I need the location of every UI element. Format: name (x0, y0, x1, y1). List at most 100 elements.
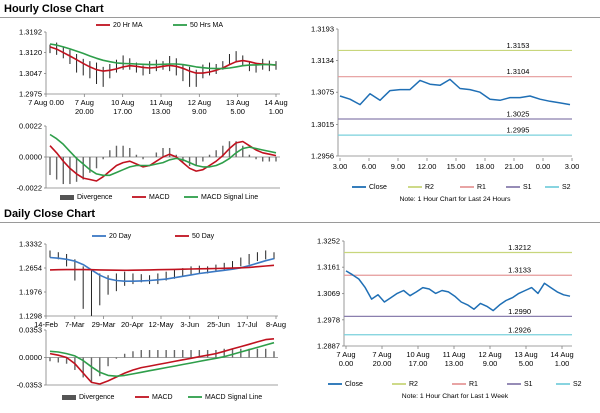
daily-pivot-xtick-0-date: 7 Aug (336, 350, 355, 359)
daily-pivot-ytick-4: 1.2887 (317, 342, 340, 351)
hourly-macd-signal-line (49, 133, 277, 177)
daily-pivot-xtick-3-date: 11 Aug (443, 350, 466, 359)
hourly-macd-legend-macd: MACD (149, 194, 170, 201)
hourly-pivot-level-r2-label: 1.3153 (506, 41, 529, 50)
daily-pivot-xtick-1-date: 7 Aug (372, 350, 391, 359)
hourly-pivot-level-s2-label: 1.2995 (506, 126, 529, 135)
hourly-ma-xtick-3-time: 13.00 (152, 107, 171, 116)
hourly-macd-ytick-1: 0.0000 (19, 153, 42, 162)
daily-pivot-ytick-3: 1.2978 (317, 315, 340, 324)
hourly-pivot-xtick-0: 3.00 (333, 162, 348, 171)
hourly-ma-xtick-6-date: 14 Aug (264, 98, 287, 107)
hourly-ma-ytick-2: 1.3047 (19, 69, 42, 78)
hourly-pivot-xtick-6: 21.00 (505, 162, 524, 171)
hourly-pivot-close-line (339, 78, 571, 106)
daily-ma-legend-50day: 50 Day (192, 233, 215, 240)
daily-pivot-xtick-4-date: 12 Aug (478, 350, 501, 359)
hourly-macd-ytick-2: -0.0022 (17, 184, 42, 193)
daily-pivot-xtick-2-time: 17.00 (409, 359, 428, 368)
daily-pivot-legend-r2: R2 (409, 381, 418, 388)
daily-ma-xtick-8: 8-Aug (266, 320, 286, 329)
daily-ma-xtick-4: 12-May (148, 320, 173, 329)
daily-macd-ytick-2: -0.0353 (17, 381, 42, 390)
hourly-ma-xtick-5-time: 5.00 (230, 107, 245, 116)
daily-ma-ytick-0: 1.3332 (19, 240, 42, 249)
hourly-pivot-level-r1-label: 1.3104 (506, 67, 529, 76)
hourly-ma-xtick-2-time: 17.00 (113, 107, 132, 116)
daily-pivot-level-r2-label: 1.3212 (508, 243, 531, 252)
hourly-pivot-ytick-2: 1.3075 (311, 88, 334, 97)
daily-pivot-xtick-3-time: 13.00 (445, 359, 464, 368)
daily-ma-xtick-1: 7-Mar (65, 320, 85, 329)
hourly-macd-macd-line (49, 140, 277, 182)
hourly-pivot-legend-s1: S1 (523, 184, 532, 191)
hourly-pivot-legend-close: Close (369, 184, 387, 191)
daily-pivot-level-s2-label: 1.2926 (508, 325, 531, 334)
hourly-pivot-xtick-2: 9.00 (391, 162, 406, 171)
daily-pivot-ytick-0: 1.3252 (317, 237, 340, 246)
daily-title-rule (0, 222, 600, 223)
hourly-macd-legend-divergence: Divergence (77, 194, 113, 201)
daily-pivot-note: Note: 1 Hour Chart for Last 1 Week (402, 393, 509, 400)
daily-pivot-ytick-1: 1.3161 (317, 263, 340, 272)
hourly-pivot-ytick-3: 1.3015 (311, 120, 334, 129)
hourly-pivot-ytick-0: 1.3193 (311, 25, 334, 34)
daily-macd-macd-line (49, 338, 275, 385)
hourly-pivot-ytick-4: 1.2956 (311, 152, 334, 161)
hourly-macd-ytick-0: 0.0022 (19, 122, 42, 131)
hourly-ma-xtick-1-time: 20.00 (75, 107, 94, 116)
hourly-pivot-xtick-4: 15.00 (447, 162, 466, 171)
hourly-macd-legend-signal: MACD Signal Line (201, 194, 258, 201)
hourly-title-rule (0, 17, 600, 18)
hourly-pivot-xtick-8: 3.00 (565, 162, 580, 171)
hourly-ma-legend-20hr: 20 Hr MA (113, 22, 143, 29)
hourly-pivot-ytick-1: 1.3134 (311, 56, 334, 65)
daily-section-title: Daily Close Chart (4, 208, 96, 220)
daily-macd-legend-signal: MACD Signal Line (205, 394, 262, 401)
hourly-ma-ma_short-line (49, 46, 277, 74)
daily-ma-legend-20day: 20 Day (109, 233, 132, 240)
daily-pivot-xtick-2-date: 10 Aug (406, 350, 429, 359)
hourly-ma-xtick-3-date: 11 Aug (150, 98, 173, 107)
daily-ma-ytick-1: 1.2654 (19, 264, 42, 273)
hourly-pivot-xtick-1: 6.00 (362, 162, 377, 171)
daily-ma-xtick-0: 14-Feb (34, 320, 58, 329)
hourly-pivot-xtick-7: 0.00 (536, 162, 551, 171)
hourly-ma-xtick-1-date: 7 Aug (75, 98, 94, 107)
hourly-macd-legend-divergence-swatch (60, 195, 74, 200)
hourly-ma-xtick-0-date: 7 Aug 0.00 (28, 98, 64, 107)
daily-macd-legend-macd: MACD (152, 394, 173, 401)
daily-pivot-xtick-5-time: 5.00 (519, 359, 534, 368)
daily-pivot-legend-r1: R1 (469, 381, 478, 388)
hourly-ma-ytick-3: 1.2975 (19, 90, 42, 99)
hourly-pivot-note: Note: 1 Hour Chart for Last 24 Hours (399, 196, 511, 203)
hourly-ma-xtick-4-time: 9.00 (192, 107, 207, 116)
daily-pivot-xtick-6-date: 14 Aug (550, 350, 573, 359)
hourly-ma-legend-50hr: 50 Hrs MA (190, 22, 223, 29)
daily-pivot-legend-s1: S1 (524, 381, 533, 388)
daily-macd-legend-divergence: Divergence (79, 394, 115, 401)
hourly-pivot-level-s1-label: 1.3025 (506, 110, 529, 119)
daily-pivot-level-s1-label: 1.2990 (508, 307, 531, 316)
hourly-ma-xtick-5-date: 13 Aug (226, 98, 249, 107)
hourly-pivot-legend-s2: S2 (562, 184, 571, 191)
daily-pivot-xtick-5-date: 13 Aug (514, 350, 537, 359)
daily-ma-ytick-2: 1.1976 (19, 288, 42, 297)
daily-pivot-xtick-0-time: 0.00 (339, 359, 354, 368)
hourly-ma-ma_long-line (49, 43, 277, 70)
hourly-ma-ytick-1: 1.3120 (19, 48, 42, 57)
daily-macd-legend-divergence-swatch (62, 395, 76, 400)
hourly-pivot-xtick-5: 18.00 (476, 162, 495, 171)
hourly-pivot-legend-r2: R2 (425, 184, 434, 191)
daily-ma-xtick-5: 3-Jun (180, 320, 199, 329)
daily-pivot-xtick-4-time: 9.00 (483, 359, 498, 368)
daily-pivot-xtick-6-time: 1.00 (555, 359, 570, 368)
daily-pivot-close-line (345, 270, 571, 312)
daily-macd-ytick-1: 0.0000 (19, 353, 42, 362)
daily-ma-xtick-7: 17-Jul (237, 320, 258, 329)
hourly-ma-xtick-2-date: 10 Aug (111, 98, 134, 107)
daily-ma-ytick-3: 1.1298 (19, 312, 42, 321)
hourly-ma-xtick-6-time: 1.00 (269, 107, 284, 116)
daily-macd-ytick-0: 0.0353 (19, 326, 42, 335)
